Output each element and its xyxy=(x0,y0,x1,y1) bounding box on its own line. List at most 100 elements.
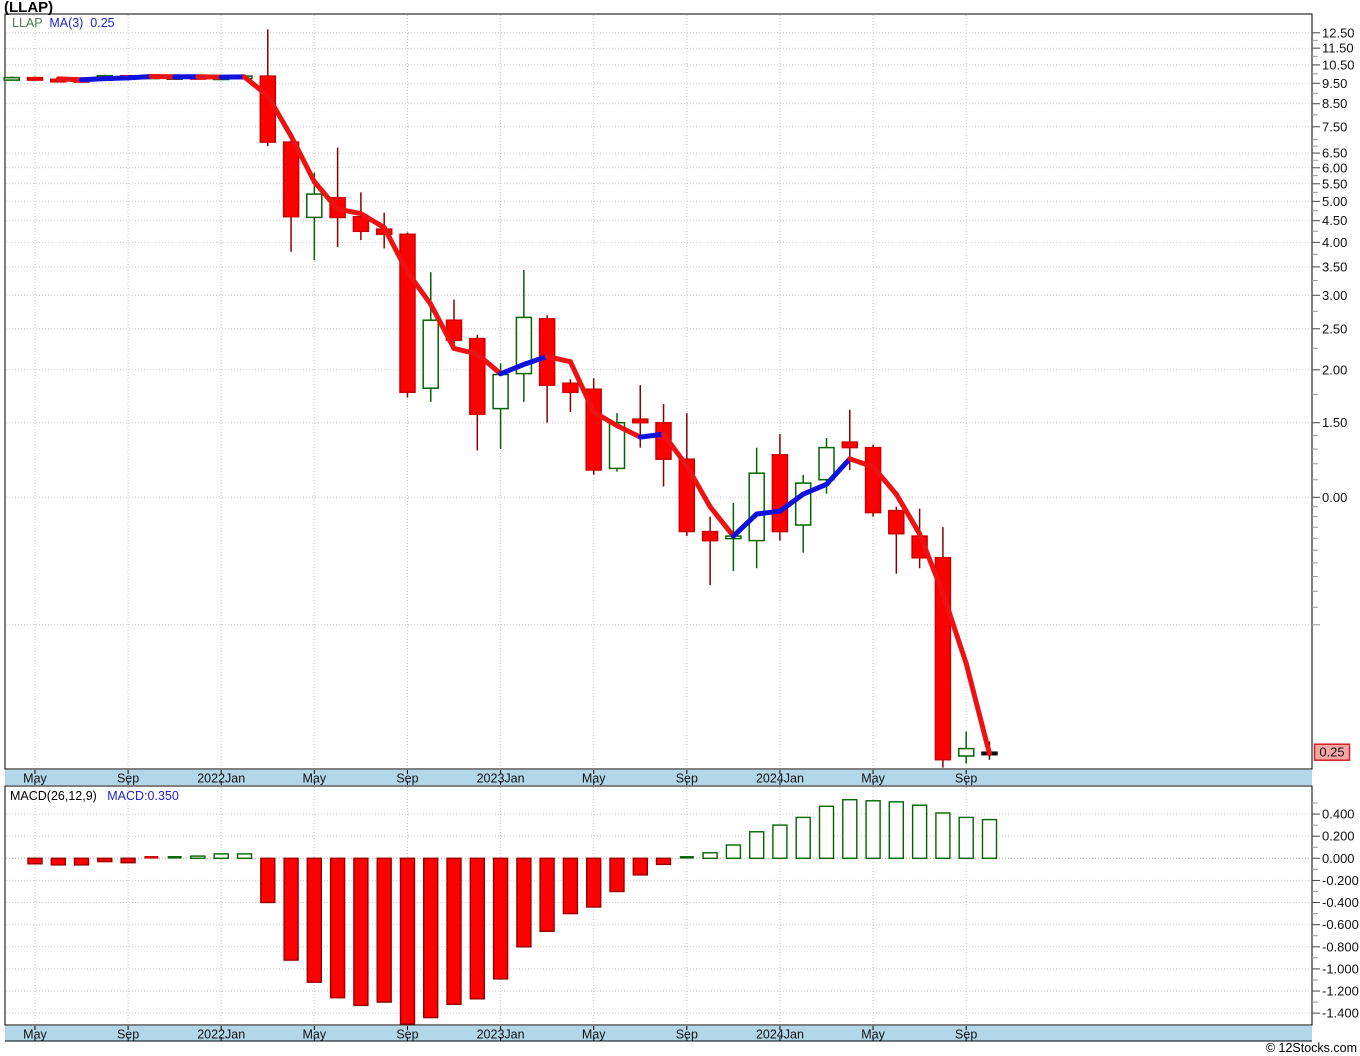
ma3-line-segment xyxy=(102,75,131,82)
macd-bar xyxy=(632,857,648,876)
price-axis-label: 6.00 xyxy=(1322,160,1347,175)
macd-bar xyxy=(97,857,113,863)
ma3-line-segment xyxy=(614,423,643,440)
macd-bar xyxy=(562,857,579,915)
ma3-line-segment xyxy=(870,464,899,497)
x-axis-band-macd xyxy=(5,1026,1312,1041)
ma3-line-segment xyxy=(591,409,620,429)
ma3-line-segment xyxy=(707,504,736,539)
x-axis-label: 2022Jan xyxy=(197,772,245,786)
ma-current-value: 0.25 xyxy=(90,16,115,30)
macd-axis-label: -1.000 xyxy=(1322,961,1359,976)
price-axis-label: 4.00 xyxy=(1322,235,1347,250)
macd-bar xyxy=(981,818,998,859)
price-axis-label: 8.50 xyxy=(1322,96,1347,111)
ma3-line-segment xyxy=(567,359,597,415)
macd-params-label: MACD(26,12,9) xyxy=(10,789,97,803)
macd-bar xyxy=(772,824,788,859)
x-axis-label: May xyxy=(861,1028,885,1042)
ma3-line-segment xyxy=(661,431,690,469)
main-chart-legend: LLAP MA(3) 0.25 xyxy=(12,16,115,30)
candle-body xyxy=(422,319,439,389)
macd-bar xyxy=(329,857,346,999)
candle-body xyxy=(748,472,765,542)
x-axis-label: Sep xyxy=(396,1028,418,1042)
ma3-line-segment xyxy=(544,354,573,365)
ma3-line-segment xyxy=(824,456,853,487)
ma3-line-segment xyxy=(800,481,829,497)
macd-axis-label: 0.200 xyxy=(1322,829,1355,844)
candle-body xyxy=(306,193,323,219)
macd-bar xyxy=(958,816,974,860)
macd-bar xyxy=(283,857,299,961)
ma3-line-segment xyxy=(521,354,550,367)
ma3-line-segment xyxy=(125,74,154,81)
macd-bar xyxy=(306,857,322,983)
x-axis-label: 2024Jan xyxy=(756,1028,804,1042)
price-axis-label: 5.00 xyxy=(1322,194,1347,209)
last-price-tag-value: 0.25 xyxy=(1319,745,1344,760)
x-axis-label: May xyxy=(861,772,885,786)
price-axis-label: 1.50 xyxy=(1322,415,1347,430)
price-axis-label: 3.50 xyxy=(1322,259,1347,274)
x-axis-label: Sep xyxy=(676,772,698,786)
last-price-tag xyxy=(1313,743,1351,761)
x-axis-label: Sep xyxy=(117,772,139,786)
series-layer xyxy=(3,29,998,1025)
x-axis-label: May xyxy=(23,772,47,786)
gridlines-layer xyxy=(6,15,1311,1024)
price-axis-label: 6.50 xyxy=(1322,146,1347,161)
candle-body xyxy=(632,418,649,424)
ma3-line-segment xyxy=(358,211,387,230)
candle-body xyxy=(771,454,789,533)
x-axis-label: May xyxy=(582,772,606,786)
macd-bar xyxy=(469,857,485,1000)
macd-axis-label: -0.400 xyxy=(1322,895,1359,910)
candle-body xyxy=(701,530,719,542)
x-axis-label: Sep xyxy=(396,772,418,786)
copyright-watermark: © 12Stocks.com xyxy=(1265,1041,1357,1055)
x-axis-label: Sep xyxy=(955,772,977,786)
macd-plot-frame xyxy=(4,785,1313,1026)
candle-body xyxy=(841,441,859,449)
symbol-label: LLAP xyxy=(12,16,43,30)
ma3-line-segment xyxy=(754,508,783,517)
candle-body xyxy=(888,509,905,535)
x-axis-label: 2023Jan xyxy=(477,772,525,786)
ma3-line-segment xyxy=(637,431,666,440)
candle-body xyxy=(538,318,556,386)
macd-bar xyxy=(586,857,602,908)
x-axis-label: May xyxy=(23,1028,47,1042)
ma3-line-segment xyxy=(79,76,108,83)
candle-body xyxy=(492,373,509,410)
macd-bar xyxy=(749,831,765,859)
x-axis-label: 2024Jan xyxy=(756,772,804,786)
macd-axis-label: -1.200 xyxy=(1322,984,1359,999)
macd-bar xyxy=(539,857,555,932)
ma3-line-segment xyxy=(498,361,527,377)
price-axis-label: 10.50 xyxy=(1322,57,1355,72)
x-axis-label: May xyxy=(303,1028,327,1042)
candle-body xyxy=(515,316,533,375)
main-plot-frame xyxy=(4,13,1313,770)
macd-bar xyxy=(655,857,672,866)
macd-axis-label: 0.000 xyxy=(1322,851,1355,866)
macd-bar xyxy=(73,857,90,866)
macd-bar xyxy=(236,853,253,860)
macd-axis-label: -0.200 xyxy=(1322,873,1359,888)
candle-body xyxy=(562,382,579,394)
ma3-line-segment xyxy=(684,463,713,510)
macd-bar xyxy=(911,804,928,860)
ma3-line-segment xyxy=(917,531,946,596)
price-axis-label: 9.50 xyxy=(1322,76,1347,91)
macd-current-value: MACD:0.350 xyxy=(107,789,179,803)
macd-bar xyxy=(213,853,229,860)
macd-bar xyxy=(516,857,532,948)
ma3-line-segment xyxy=(381,225,410,275)
candle-body xyxy=(957,747,975,757)
macd-bar xyxy=(50,857,66,866)
page-title: (LLAP) xyxy=(4,0,54,16)
macd-bar xyxy=(120,857,136,864)
x-axis-label: 2022Jan xyxy=(197,1028,245,1042)
